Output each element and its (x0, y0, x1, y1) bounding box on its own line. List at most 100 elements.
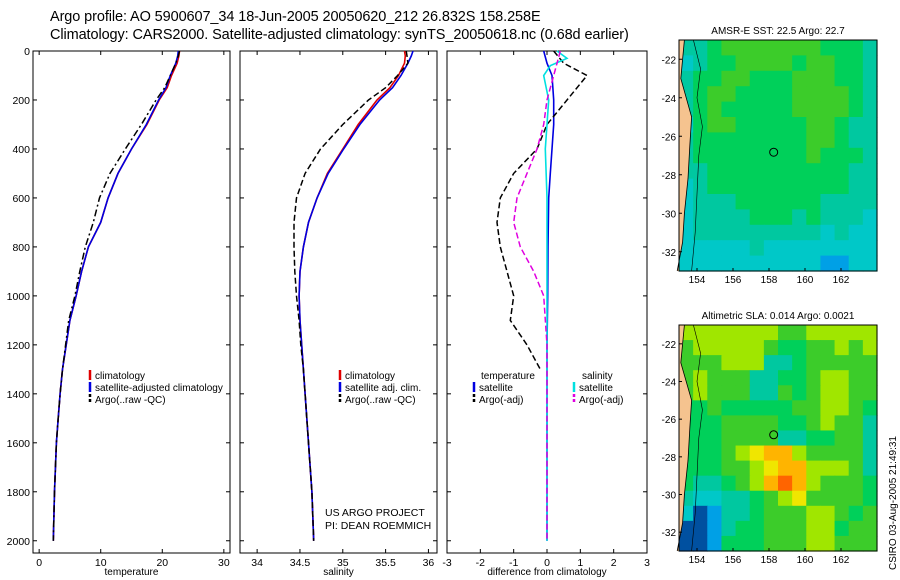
map-cell (820, 224, 836, 241)
map-cell (792, 163, 807, 180)
map-cell (707, 163, 723, 180)
map-cell (763, 70, 779, 87)
y-tick-label: 2000 (7, 536, 31, 548)
map-cell (862, 117, 878, 133)
map-cell (707, 240, 723, 257)
map-cell (749, 240, 765, 257)
map-cell (792, 535, 807, 552)
map-cell (749, 535, 765, 552)
map-cell (721, 240, 737, 257)
map-cell (848, 132, 864, 149)
map-cell (820, 490, 836, 507)
map-cell (749, 460, 765, 477)
map-cell (778, 505, 793, 522)
map-y-tick-label: -32 (662, 248, 677, 259)
map-cell (735, 86, 751, 103)
map-cell (693, 224, 708, 241)
map-cell (735, 55, 751, 72)
map-cell (693, 385, 708, 401)
map-cell (862, 475, 878, 492)
map-cell (778, 101, 793, 118)
map-cell (834, 520, 850, 537)
map-cell (763, 340, 779, 356)
map-title: Altimetric SLA: 0.014 Argo: 0.0021 (702, 311, 855, 322)
map-cell (707, 117, 723, 133)
map-cell (749, 430, 765, 447)
map-x-tick-label: 156 (725, 555, 742, 566)
map-cell (735, 535, 751, 552)
map-cell (834, 117, 850, 133)
map-cell (806, 505, 822, 522)
map-y-tick-label: -30 (662, 209, 677, 220)
map-cell (778, 520, 793, 537)
map-cell (806, 475, 822, 492)
map-cell (820, 255, 836, 272)
map-cell (721, 117, 737, 133)
map-cell (721, 355, 737, 371)
map-cell (778, 224, 793, 241)
map-cell (862, 194, 878, 210)
map-cell (707, 178, 723, 195)
x-tick-label: 0 (544, 557, 550, 569)
map-cell (848, 385, 864, 401)
map-y-tick-label: -30 (662, 491, 677, 502)
map-cell (707, 370, 723, 386)
map-cell (693, 490, 708, 507)
map-cell (735, 415, 751, 432)
map-cell (806, 370, 822, 386)
series-line-satellite-adj-clim- (298, 50, 414, 541)
map-cell (778, 55, 793, 72)
map-cell (721, 445, 737, 462)
map-cell (693, 460, 708, 477)
y-tick-label: 1000 (7, 291, 31, 303)
map-cell (693, 178, 708, 195)
map-y-tick-label: -28 (662, 171, 677, 182)
map-cell (862, 415, 878, 432)
x-tick-label: 35 (337, 557, 349, 569)
map-cell (721, 340, 737, 356)
map-cell (834, 430, 850, 447)
map-cell (834, 355, 850, 371)
map-cell (820, 400, 836, 416)
map-cell (693, 40, 708, 56)
map-cell (693, 55, 708, 72)
map-cell (862, 370, 878, 386)
map-cell (834, 132, 850, 149)
map-cell (721, 147, 737, 164)
difference-legend-temp-label: Argo(-adj) (479, 395, 523, 406)
map-cell (763, 117, 779, 133)
map-cell (820, 132, 836, 149)
map-cell (707, 520, 723, 537)
temperature-legend-label: satellite-adjusted climatology (95, 383, 223, 394)
series-line-argo-raw-qc- (52, 50, 181, 541)
map-cell (735, 385, 751, 401)
x-tick-label: 35.5 (375, 557, 396, 569)
map-cell (834, 415, 850, 432)
difference-legend-temp-label: satellite (479, 383, 513, 394)
map-cell (848, 400, 864, 416)
map-cell (749, 520, 765, 537)
map-cell (763, 475, 779, 492)
map-cell (693, 535, 708, 552)
map-cell (806, 340, 822, 356)
map-cell (806, 101, 822, 118)
map-cell (778, 355, 793, 371)
map-cell (778, 117, 793, 133)
map-cell (749, 194, 765, 210)
map-cell (693, 505, 708, 522)
map-cell (834, 194, 850, 210)
x-axis-label: salinity (323, 567, 354, 578)
series-line-salinity-argo-adj- (512, 50, 562, 541)
difference-legend-sal-header: salinity (582, 371, 613, 382)
map-cell (721, 132, 737, 149)
map-cell (806, 385, 822, 401)
map-cell (834, 325, 850, 341)
map-cell (778, 490, 793, 507)
map-cell (735, 520, 751, 537)
map-cell (806, 535, 822, 552)
map-cell (763, 415, 779, 432)
map-cell (707, 490, 723, 507)
map-cell (721, 490, 737, 507)
map-cell (806, 430, 822, 447)
map-cell (820, 445, 836, 462)
